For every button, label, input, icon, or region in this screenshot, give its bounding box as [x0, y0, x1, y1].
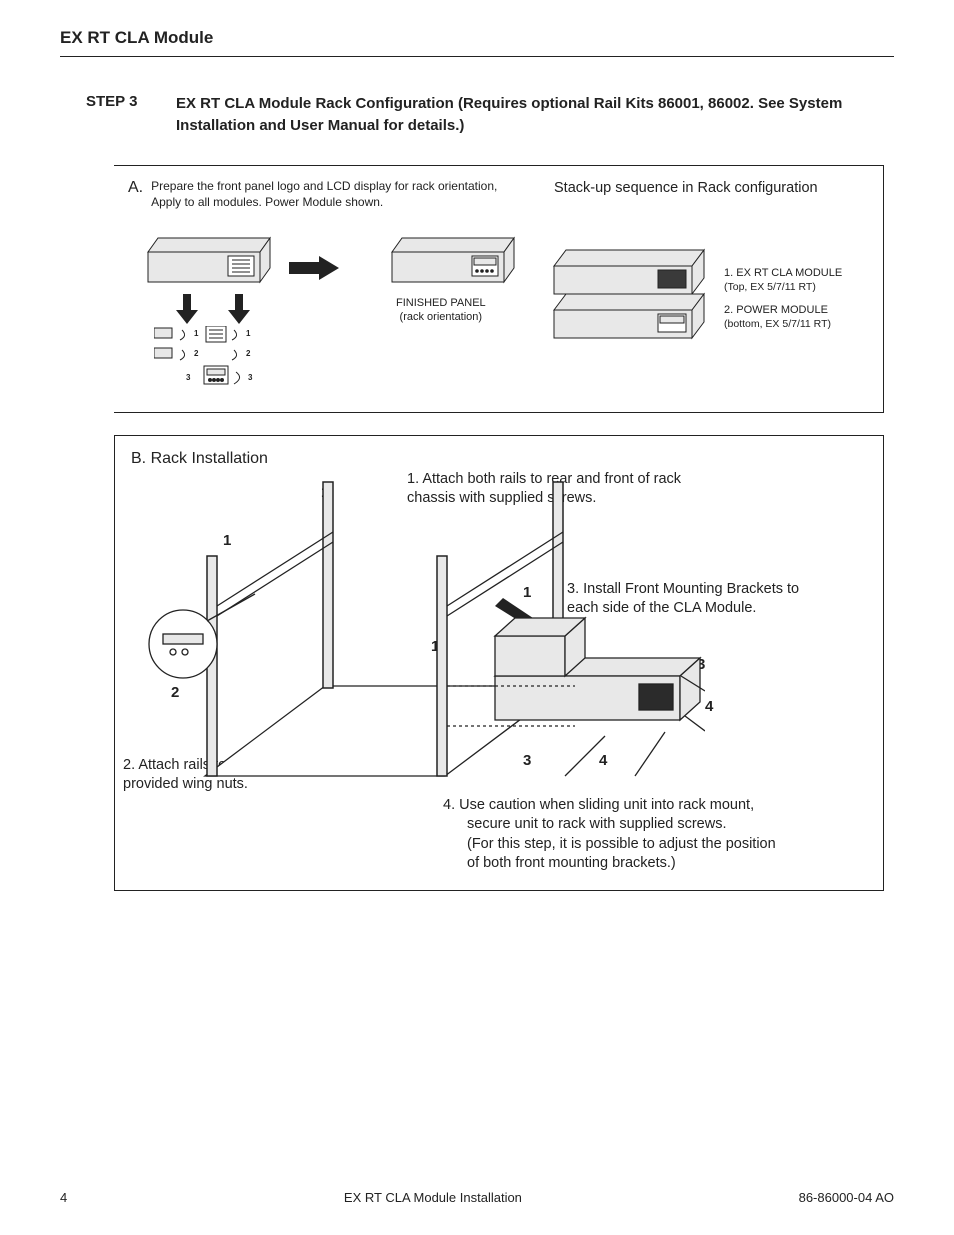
panel-a-letter: A.: [128, 178, 143, 210]
step4-l2: secure unit to rack with supplied screws…: [443, 815, 823, 835]
step4-l3: (For this step, it is possible to adjust…: [443, 835, 823, 855]
stack-item-1-sub: (Top, EX 5/7/11 RT): [724, 280, 842, 294]
step4-l1: 4. Use caution when sliding unit into ra…: [443, 796, 823, 816]
svg-text:1: 1: [194, 329, 199, 338]
step-text: EX RT CLA Module Rack Configuration (Req…: [176, 93, 894, 137]
footer-center: EX RT CLA Module Installation: [344, 1190, 522, 1205]
finished-panel-label: FINISHED PANEL (rack orientation): [396, 296, 486, 325]
module-after-icon: [384, 228, 524, 288]
module-before-icon: [140, 228, 280, 288]
panel-a-desc1: Prepare the front panel logo and LCD dis…: [151, 178, 497, 194]
finished-line2: (rack orientation): [396, 310, 486, 324]
down-arrow-icon: [228, 294, 250, 324]
panel-a-desc2: Apply to all modules. Power Module shown…: [151, 194, 497, 210]
footer-right: 86-86000-04 AO: [799, 1190, 894, 1205]
svg-text:2: 2: [194, 349, 199, 358]
page-header: EX RT CLA Module: [60, 28, 894, 57]
rack-diagram-icon: [145, 476, 705, 796]
step4-l4: of both front mounting brackets.): [443, 854, 823, 874]
svg-text:3: 3: [248, 373, 253, 382]
header-title: EX RT CLA Module: [60, 28, 213, 47]
svg-text:2: 2: [246, 349, 251, 358]
panel-parts-icon: 1 1 2 2 3 3: [154, 326, 384, 406]
stack-item-2-sub: (bottom, EX 5/7/11 RT): [724, 317, 842, 331]
finished-line1: FINISHED PANEL: [396, 296, 486, 310]
step-label: STEP 3: [86, 93, 176, 137]
panel-b: B. Rack Installation 1. Attach both rail…: [114, 435, 884, 891]
page-footer: 4 EX RT CLA Module Installation 86-86000…: [60, 1190, 894, 1205]
panel-a-caption: A. Prepare the front panel logo and LCD …: [128, 178, 518, 210]
stack-item-2: 2. POWER MODULE: [724, 303, 842, 318]
panel-b-title: B. Rack Installation: [131, 450, 268, 468]
down-arrow-icon: [176, 294, 198, 324]
step-row: STEP 3 EX RT CLA Module Rack Configurati…: [60, 93, 894, 137]
footer-page: 4: [60, 1190, 67, 1205]
callout-4a: 4: [705, 698, 713, 715]
stack-sequence-list: 1. EX RT CLA MODULE (Top, EX 5/7/11 RT) …: [724, 266, 842, 340]
svg-text:1: 1: [246, 329, 251, 338]
panel-a-right-title: Stack-up sequence in Rack configuration: [554, 180, 818, 196]
panel-a: A. Prepare the front panel logo and LCD …: [114, 165, 884, 413]
panel-b-step4: 4. Use caution when sliding unit into ra…: [443, 796, 823, 874]
svg-text:3: 3: [186, 373, 191, 382]
module-stack-icon: [544, 240, 714, 350]
stack-item-1: 1. EX RT CLA MODULE: [724, 266, 842, 281]
right-arrow-icon: [289, 256, 339, 280]
